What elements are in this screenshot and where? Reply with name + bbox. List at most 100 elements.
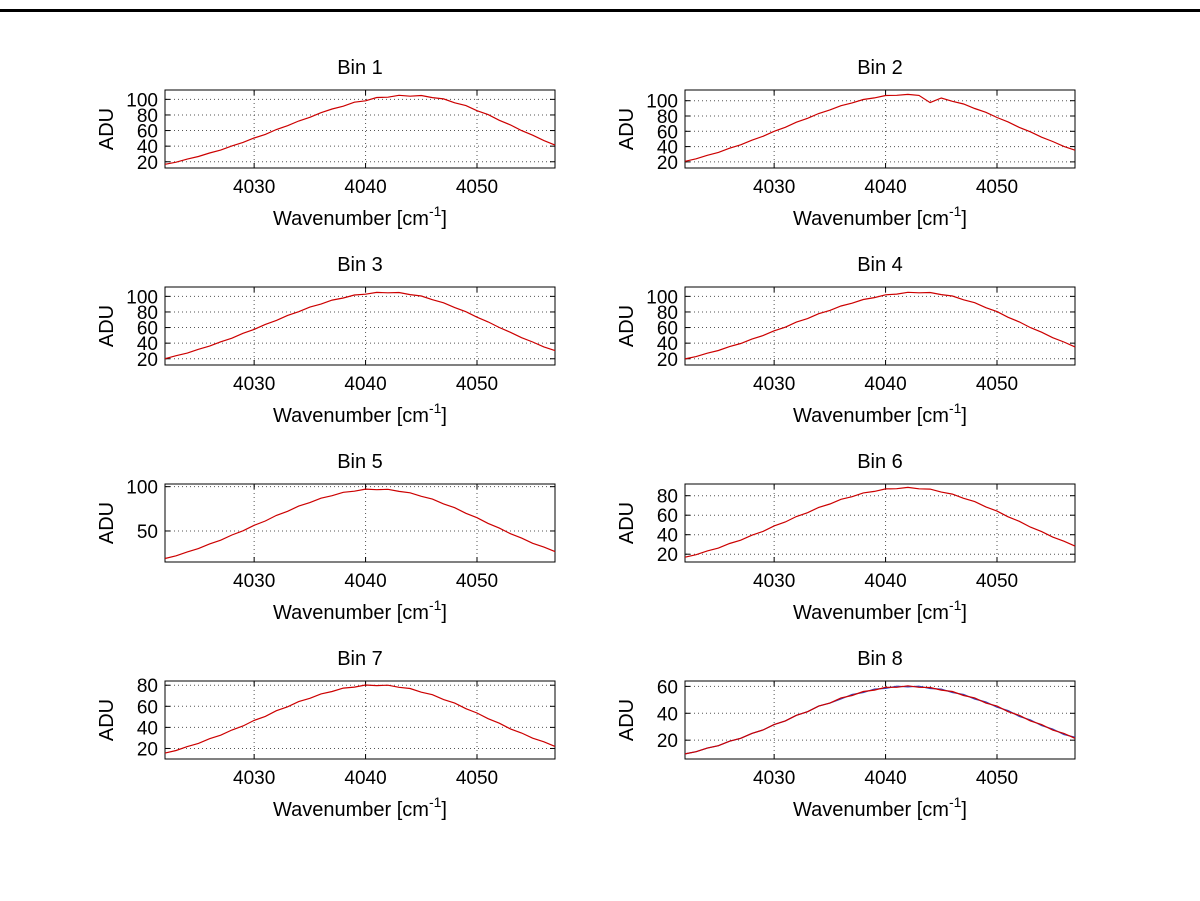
x-axis-label: Wavenumber [cm-1] <box>793 203 967 230</box>
subplot-canvas: Bin 5 50 100 4030 4040 4050 ADU Wavenumber [cm-… <box>96 451 556 624</box>
x-axis-label-base: Wavenumber [cm <box>273 799 429 821</box>
x-axis-label: Wavenumber [cm-1] <box>273 203 447 230</box>
x-axis-label-base: Wavenumber [cm <box>793 799 949 821</box>
x-tick-label: 4040 <box>864 177 906 198</box>
x-axis-label-superscript: -1 <box>429 400 442 416</box>
subplot-bin-8: Bin 8 20 40 60 4030 4040 4050 ADU Wavenumber [cm… <box>613 643 1133 833</box>
axes-box <box>164 89 556 169</box>
y-tick-label: 20 <box>137 739 158 760</box>
plot-title: Bin 7 <box>337 648 383 670</box>
x-tick-label: 4050 <box>976 571 1018 592</box>
plot-title: Bin 4 <box>857 254 903 276</box>
spectrum-line <box>164 94 556 165</box>
x-axis-label-close: ] <box>441 799 447 821</box>
y-tick-label: 40 <box>657 138 678 159</box>
x-axis-label-close: ] <box>961 208 967 230</box>
y-tick-label: 60 <box>137 122 158 143</box>
y-axis-label: ADU <box>616 108 638 150</box>
x-axis-label-superscript: -1 <box>429 203 442 219</box>
plot-title: Bin 5 <box>337 451 383 473</box>
y-tick-label: 80 <box>657 303 678 324</box>
axes-box <box>164 680 556 760</box>
y-tick-label: 80 <box>137 303 158 324</box>
y-tick-label: 50 <box>137 522 158 543</box>
x-axis-label-superscript: -1 <box>949 400 962 416</box>
subplot-bin-1: Bin 1 20 40 60 80 100 4030 4040 4050 ADU Wavenumbe… <box>93 52 613 242</box>
y-axis-label: ADU <box>96 108 118 150</box>
y-tick-label: 100 <box>126 478 158 499</box>
y-tick-label: 20 <box>657 350 678 371</box>
y-axis-label: ADU <box>96 305 118 347</box>
x-tick-label: 4040 <box>344 768 386 789</box>
y-tick-label: 100 <box>126 287 158 308</box>
y-tick-label: 20 <box>137 153 158 174</box>
x-tick-label: 4030 <box>233 177 275 198</box>
y-tick-label: 100 <box>646 92 678 113</box>
x-tick-label: 4040 <box>344 177 386 198</box>
x-axis-label-close: ] <box>961 405 967 427</box>
x-axis-label-close: ] <box>961 799 967 821</box>
x-axis-label-superscript: -1 <box>429 597 442 613</box>
x-tick-label: 4030 <box>753 374 795 395</box>
y-tick-label: 100 <box>126 90 158 111</box>
spectrum-line <box>684 93 1076 162</box>
spectrum-line-overlay <box>684 685 1076 755</box>
spectrum-line <box>684 486 1076 558</box>
y-tick-label: 80 <box>137 676 158 697</box>
plot-title: Bin 3 <box>337 254 383 276</box>
x-axis-label-base: Wavenumber [cm <box>273 602 429 624</box>
x-axis-label-base: Wavenumber [cm <box>793 602 949 624</box>
spectrum-line <box>164 488 556 560</box>
x-axis-label-superscript: -1 <box>949 203 962 219</box>
subplot-bin-2: Bin 2 20 40 60 80 100 4030 4040 4050 ADU Wavenumbe… <box>613 52 1133 242</box>
x-tick-label: 4050 <box>456 374 498 395</box>
plot-title: Bin 6 <box>857 451 903 473</box>
x-axis-label-superscript: -1 <box>949 794 962 810</box>
x-tick-label: 4040 <box>864 571 906 592</box>
x-axis-label: Wavenumber [cm-1] <box>273 400 447 427</box>
axes-box <box>684 680 1076 760</box>
y-tick-label: 60 <box>657 677 678 698</box>
y-tick-label: 40 <box>137 334 158 355</box>
x-axis-label-close: ] <box>441 208 447 230</box>
y-tick-label: 60 <box>657 506 678 527</box>
y-tick-label: 60 <box>137 319 158 340</box>
subplot-bin-5: Bin 5 50 100 4030 4040 4050 ADU Wavenumber [cm-… <box>93 446 613 636</box>
x-tick-label: 4050 <box>976 768 1018 789</box>
x-tick-label: 4050 <box>456 571 498 592</box>
y-tick-label: 40 <box>137 718 158 739</box>
spectrum-line <box>684 685 1076 755</box>
y-tick-label: 20 <box>657 153 678 174</box>
x-axis-label-base: Wavenumber [cm <box>793 405 949 427</box>
plot-title: Bin 2 <box>857 57 903 79</box>
y-tick-label: 40 <box>137 137 158 158</box>
y-axis-label: ADU <box>616 305 638 347</box>
x-axis-label: Wavenumber [cm-1] <box>273 597 447 624</box>
spectrum-line <box>684 291 1076 360</box>
axes-box <box>684 483 1076 563</box>
axes-box <box>684 89 1076 169</box>
spectrum-line <box>164 684 556 754</box>
x-tick-label: 4040 <box>864 374 906 395</box>
axes-box <box>164 286 556 366</box>
y-tick-label: 60 <box>137 697 158 718</box>
y-tick-label: 80 <box>657 107 678 128</box>
x-tick-label: 4030 <box>753 571 795 592</box>
x-axis-label-base: Wavenumber [cm <box>273 208 429 230</box>
x-axis-label-superscript: -1 <box>429 794 442 810</box>
y-tick-label: 60 <box>657 319 678 340</box>
x-axis-label: Wavenumber [cm-1] <box>273 794 447 821</box>
x-tick-label: 4030 <box>233 374 275 395</box>
x-axis-label-base: Wavenumber [cm <box>793 208 949 230</box>
x-axis-label: Wavenumber [cm-1] <box>793 597 967 624</box>
x-axis-label: Wavenumber [cm-1] <box>793 400 967 427</box>
y-tick-label: 60 <box>657 122 678 143</box>
y-tick-label: 40 <box>657 704 678 725</box>
y-tick-label: 80 <box>137 106 158 127</box>
x-tick-label: 4030 <box>233 571 275 592</box>
y-axis-label: ADU <box>616 502 638 544</box>
